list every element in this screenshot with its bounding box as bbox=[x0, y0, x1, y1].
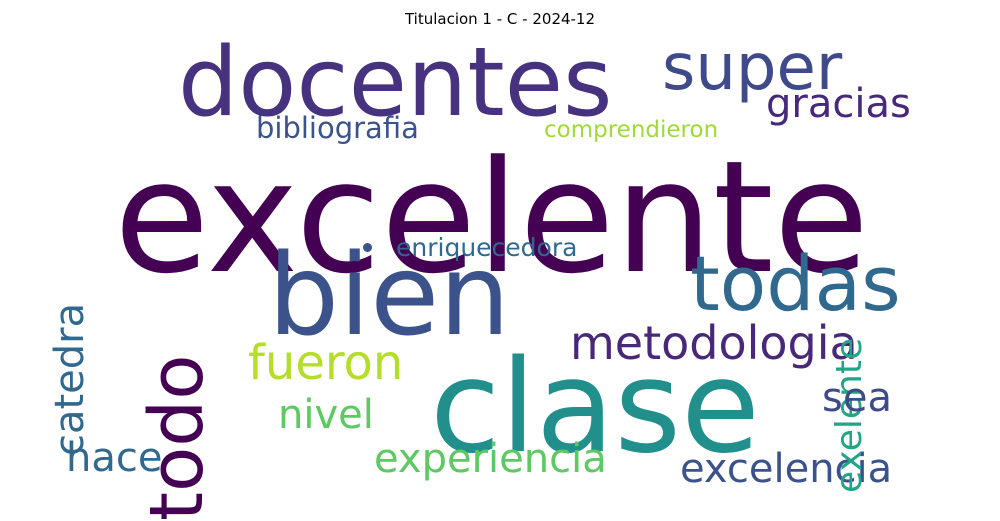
word-excelencia: excelencia bbox=[680, 446, 893, 492]
word-hace: hace bbox=[66, 435, 163, 481]
word-todas: todas bbox=[690, 239, 901, 328]
decorative-dot bbox=[363, 243, 372, 252]
word-bien: bien bbox=[268, 231, 511, 361]
word-cloud: excelente clase bien docentes todas todo super… bbox=[47, 28, 938, 521]
word-metodologia: metodologia bbox=[570, 316, 858, 370]
word-sea: sea bbox=[822, 375, 892, 421]
word-gracias: gracias bbox=[766, 81, 911, 127]
word-docentes: docentes bbox=[178, 28, 613, 138]
word-enriquecedora: enriquecedora bbox=[396, 233, 578, 262]
word-bibliografia: bibliografia bbox=[256, 111, 419, 145]
word-comprendieron: comprendieron bbox=[544, 117, 719, 143]
word-nivel: nivel bbox=[278, 392, 374, 438]
word-super: super bbox=[662, 31, 843, 105]
word-excelente: excelente bbox=[114, 127, 870, 308]
word-experiencia: experiencia bbox=[374, 436, 607, 482]
chart-title: Titulacion 1 - C - 2024-12 bbox=[404, 10, 596, 28]
word-fueron: fueron bbox=[248, 335, 404, 391]
word-clase: clase bbox=[430, 333, 760, 482]
word-catedra: catedra bbox=[47, 302, 93, 456]
